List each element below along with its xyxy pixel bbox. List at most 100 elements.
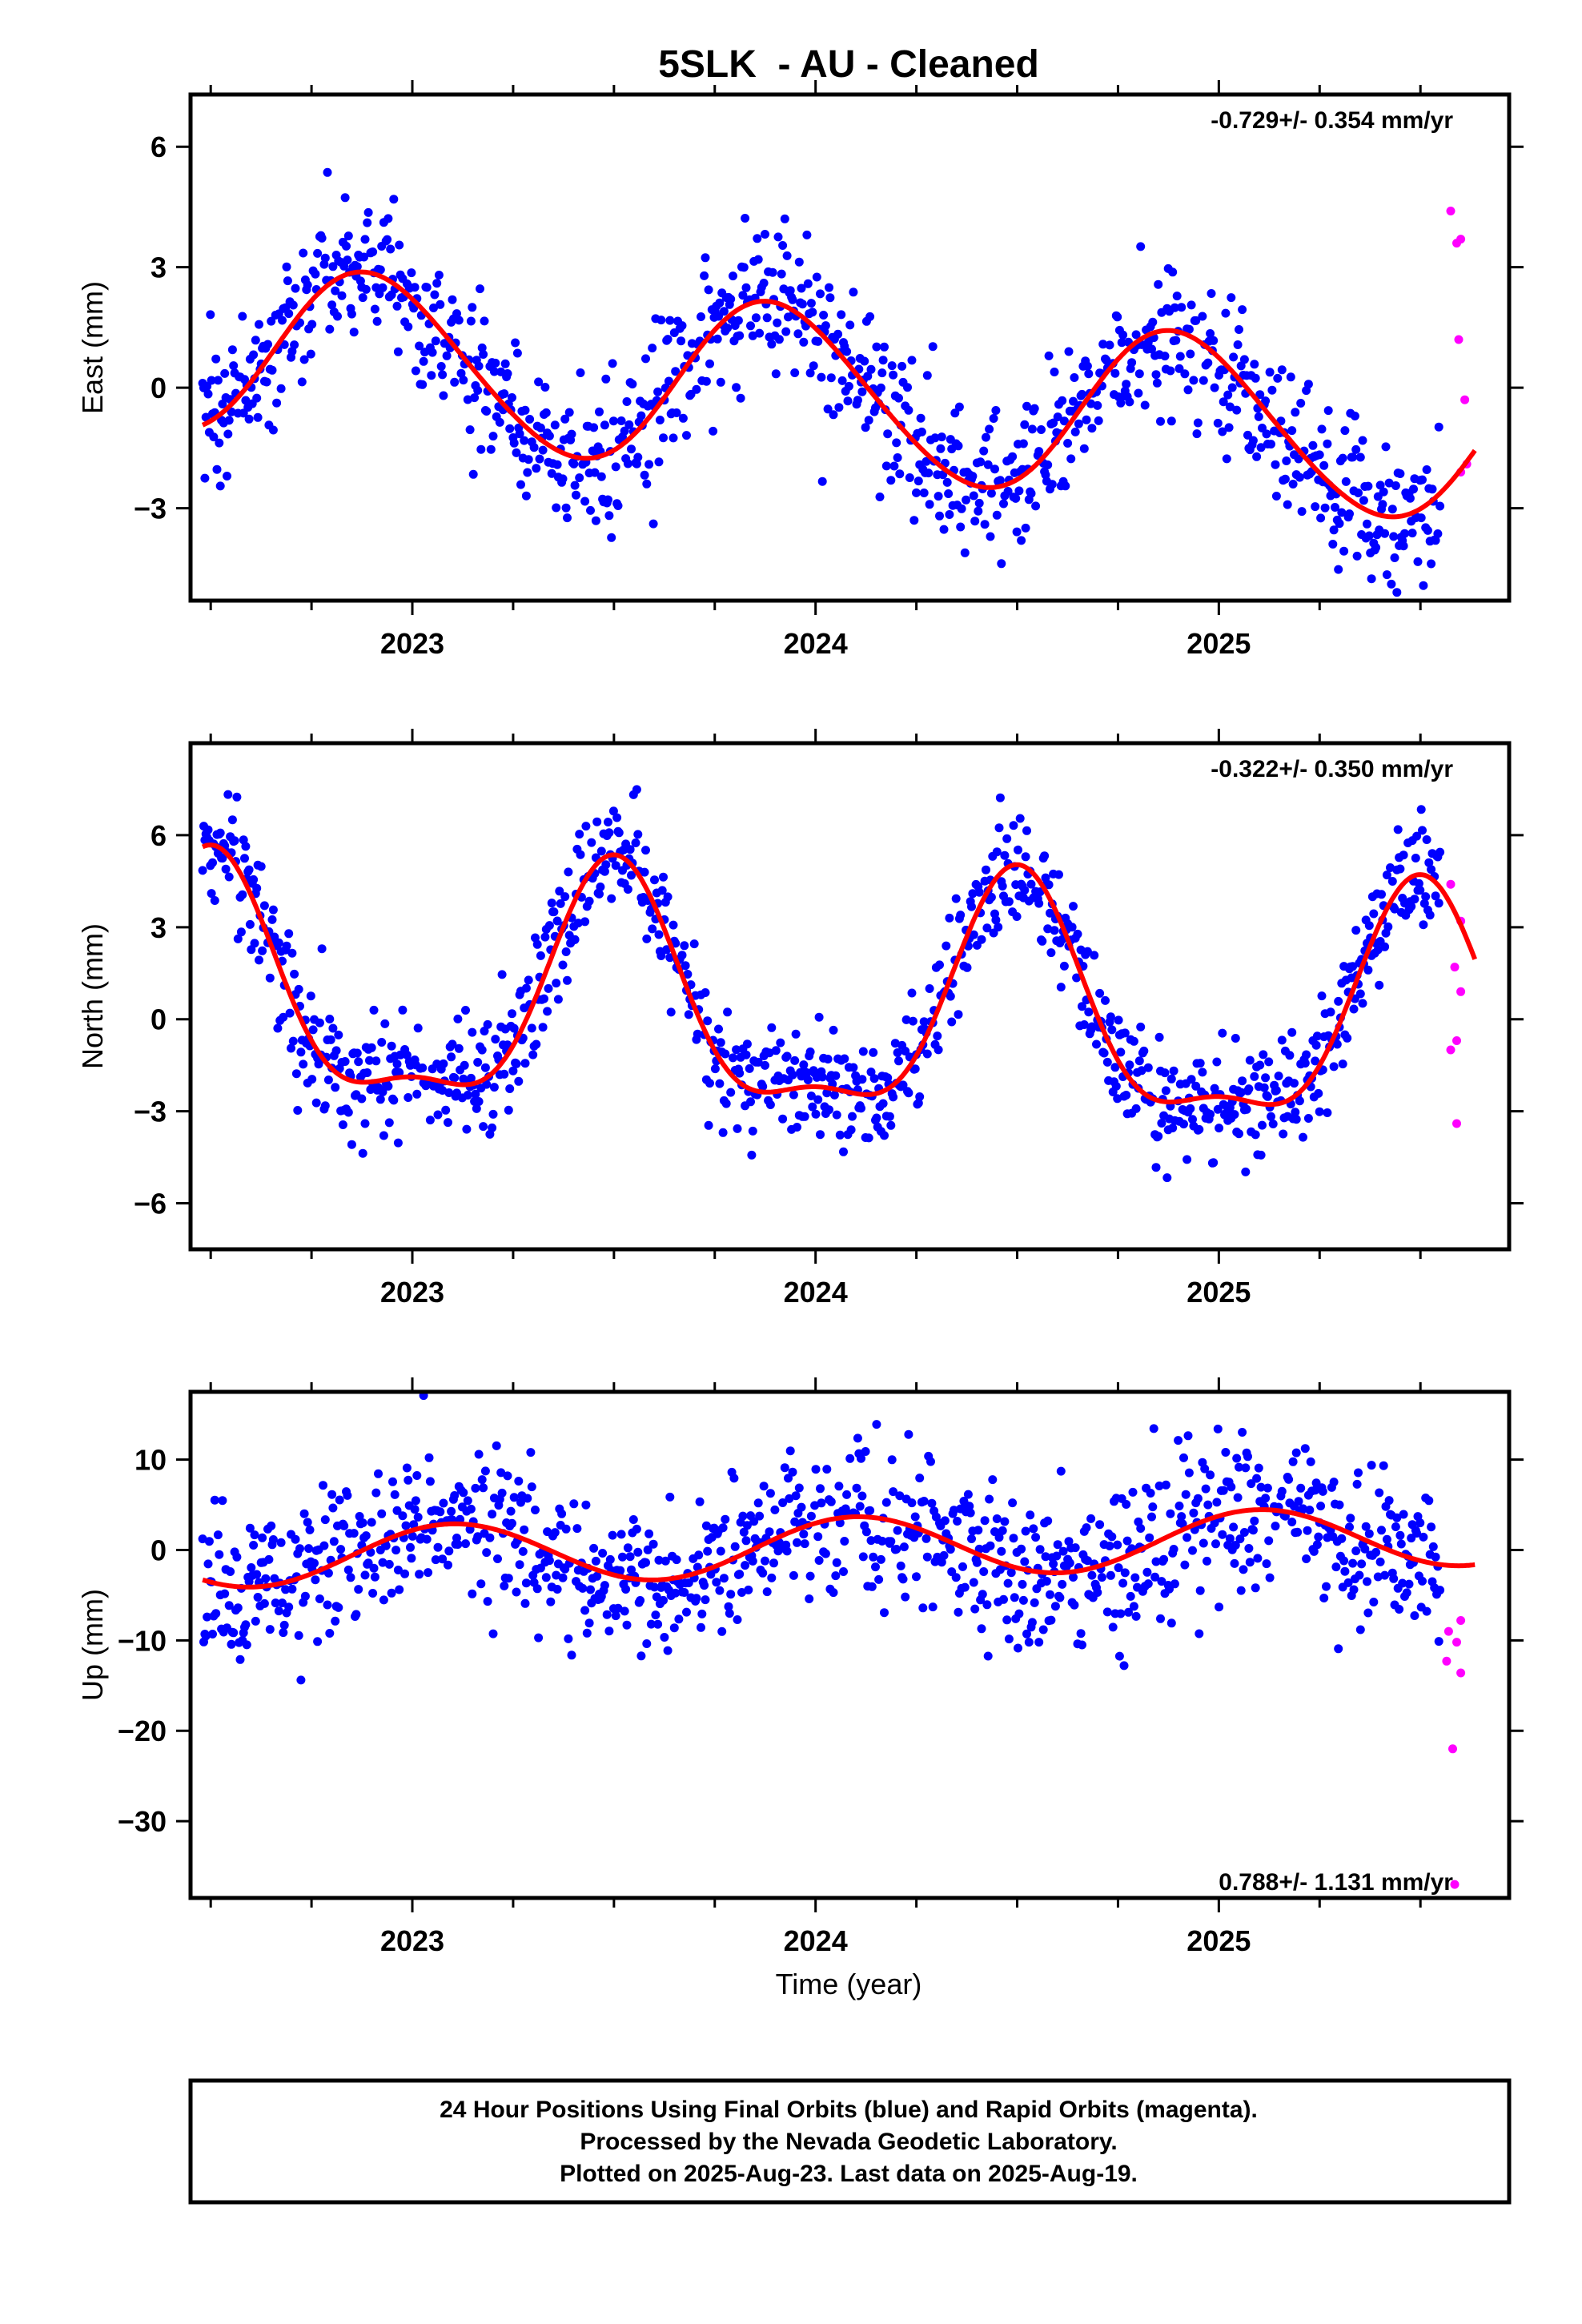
final-orbit-point <box>791 1029 801 1039</box>
final-orbit-point <box>471 1483 480 1493</box>
final-orbit-point <box>1206 1109 1215 1119</box>
final-orbit-point <box>550 420 560 430</box>
final-orbit-point <box>1113 1094 1122 1104</box>
final-orbit-point <box>858 1047 868 1056</box>
final-orbit-point <box>1238 305 1247 315</box>
final-orbit-point <box>1391 1522 1400 1531</box>
final-orbit-point <box>788 1070 797 1080</box>
final-orbit-point <box>1264 1536 1274 1546</box>
final-orbit-point <box>500 389 509 399</box>
final-orbit-point <box>388 1477 397 1486</box>
final-orbit-point <box>985 424 994 434</box>
final-orbit-point <box>505 1084 515 1093</box>
final-orbit-point <box>1126 1591 1135 1601</box>
final-orbit-point <box>590 468 600 477</box>
final-orbit-point <box>915 1474 925 1483</box>
final-orbit-point <box>809 361 818 371</box>
final-orbit-point <box>1297 507 1307 517</box>
final-orbit-point <box>930 433 940 443</box>
final-orbit-point <box>1022 1629 1031 1638</box>
final-orbit-point <box>1159 1554 1169 1564</box>
final-orbit-point <box>334 1030 343 1039</box>
final-orbit-point <box>977 935 986 944</box>
final-orbit-point <box>683 970 693 979</box>
final-orbit-point <box>291 1069 301 1079</box>
final-orbit-point <box>1390 553 1399 562</box>
final-orbit-point <box>477 343 487 352</box>
final-orbit-point <box>447 1506 456 1516</box>
final-orbit-point <box>1160 352 1170 361</box>
final-orbit-point <box>1017 536 1026 545</box>
final-orbit-point <box>1294 1497 1303 1506</box>
final-orbit-point <box>384 1559 394 1569</box>
final-orbit-point <box>785 286 795 296</box>
final-orbit-point <box>552 503 561 513</box>
final-orbit-point <box>650 875 659 885</box>
final-orbit-point <box>1209 336 1219 345</box>
final-orbit-point <box>410 283 420 292</box>
final-orbit-point <box>1223 390 1233 400</box>
final-orbit-point <box>1341 476 1351 486</box>
final-orbit-point <box>1413 557 1423 566</box>
final-orbit-point <box>491 358 500 368</box>
final-orbit-point <box>580 497 590 506</box>
final-orbit-point <box>480 1466 490 1476</box>
final-orbit-point <box>253 412 263 422</box>
final-orbit-point <box>406 1542 415 1552</box>
final-orbit-point <box>738 291 748 300</box>
final-orbit-point <box>534 377 544 387</box>
final-orbit-point <box>303 280 312 290</box>
final-orbit-point <box>1306 1457 1315 1466</box>
final-orbit-point <box>1229 352 1239 362</box>
final-orbit-point <box>1195 1124 1204 1134</box>
final-orbit-point <box>1363 519 1371 529</box>
final-orbit-point <box>1239 1565 1248 1574</box>
final-orbit-point <box>790 1055 800 1065</box>
final-orbit-point <box>834 403 844 412</box>
final-orbit-point <box>240 854 249 863</box>
final-orbit-point <box>411 366 420 376</box>
final-orbit-point <box>803 279 813 288</box>
final-orbit-point <box>463 395 472 404</box>
final-orbit-point <box>541 408 551 417</box>
final-orbit-point <box>485 1533 495 1542</box>
final-orbit-point <box>518 1546 528 1556</box>
final-orbit-point <box>1110 368 1120 378</box>
final-orbit-point <box>994 923 1003 932</box>
rapid-orbit-points <box>1442 1616 1466 1889</box>
final-orbit-point <box>1360 1544 1370 1554</box>
final-orbit-point <box>805 368 815 378</box>
final-orbit-point <box>692 384 701 394</box>
final-orbit-point <box>631 838 640 847</box>
final-orbit-point <box>201 1631 211 1641</box>
final-orbit-point <box>669 433 678 443</box>
final-orbit-point <box>363 1558 373 1568</box>
final-orbit-point <box>1130 1573 1140 1582</box>
final-orbit-point <box>1000 1517 1010 1526</box>
final-orbit-point <box>1044 351 1054 360</box>
final-orbit-point <box>572 1524 582 1534</box>
final-orbit-point <box>431 336 440 346</box>
final-orbit-point <box>753 1057 763 1067</box>
final-orbit-point <box>230 836 239 846</box>
final-orbit-point <box>335 1495 344 1505</box>
final-orbit-point <box>1215 1124 1224 1133</box>
final-orbit-point <box>1355 1570 1364 1580</box>
final-orbit-point <box>622 1620 632 1630</box>
final-orbit-point <box>284 929 294 939</box>
final-orbit-point <box>1230 1558 1239 1568</box>
final-orbit-point <box>1263 1483 1272 1493</box>
final-orbit-point <box>721 1049 730 1059</box>
final-orbit-point <box>1271 1086 1281 1096</box>
final-orbit-point <box>790 368 800 377</box>
final-orbit-point <box>1322 1582 1331 1591</box>
final-orbit-point <box>998 882 1007 891</box>
final-orbit-point <box>463 1091 472 1100</box>
final-orbit-point <box>896 1561 905 1570</box>
y-tick-label: −3 <box>134 493 167 525</box>
final-orbit-point <box>1082 947 1092 956</box>
final-orbit-point <box>741 283 751 292</box>
final-orbit-point <box>1375 1557 1385 1566</box>
final-orbit-point <box>1263 1092 1272 1101</box>
